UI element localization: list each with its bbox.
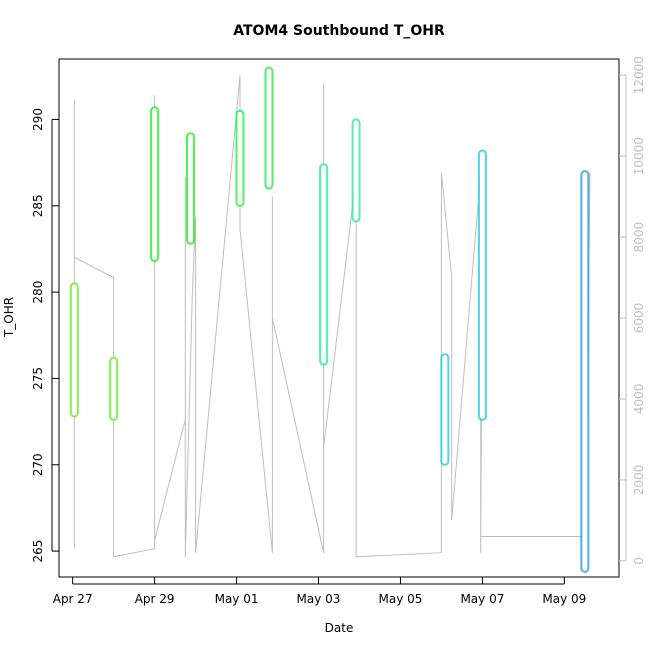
y-tick-label: 270 (31, 453, 45, 476)
y-axis: 265 270 275 280 285 290 (31, 108, 59, 563)
points-layer (69, 66, 590, 573)
y-tick-label: 290 (31, 108, 45, 131)
y2-tick-label: 0 (632, 557, 646, 565)
x-tick-label: May 05 (379, 592, 423, 606)
x-axis-label: Date (325, 621, 354, 635)
secondary-series-line (73, 75, 591, 558)
y2-tick-label: 8000 (632, 222, 646, 253)
x-axis: Apr 27 Apr 29 May 01 May 03 May 05 May 07 May … (53, 577, 586, 606)
y2-tick-label: 4000 (632, 384, 646, 415)
x-tick-label: May 09 (542, 592, 586, 606)
x-tick-label: May 03 (297, 592, 341, 606)
chart-title: ATOM4 Southbound T_OHR (233, 23, 445, 39)
y-tick-label: 275 (31, 367, 45, 390)
y2-tick-label: 12000 (632, 56, 646, 94)
y-tick-label: 280 (31, 281, 45, 304)
y-tick-label: 285 (31, 194, 45, 217)
y2-tick-label: 2000 (632, 465, 646, 496)
y2-tick-label: 6000 (632, 303, 646, 334)
y2-tick-label: 10000 (632, 137, 646, 175)
x-tick-label: May 07 (460, 592, 504, 606)
y-axis-label: T_OHR (2, 297, 16, 338)
secondary-series-layer (73, 75, 591, 558)
y-tick-label: 265 (31, 540, 45, 563)
x-tick-label: May 01 (215, 592, 259, 606)
y2-axis: 0 2000 4000 6000 8000 10000 12000 (619, 56, 646, 565)
x-tick-label: Apr 27 (53, 592, 93, 606)
x-tick-label: Apr 29 (135, 592, 175, 606)
